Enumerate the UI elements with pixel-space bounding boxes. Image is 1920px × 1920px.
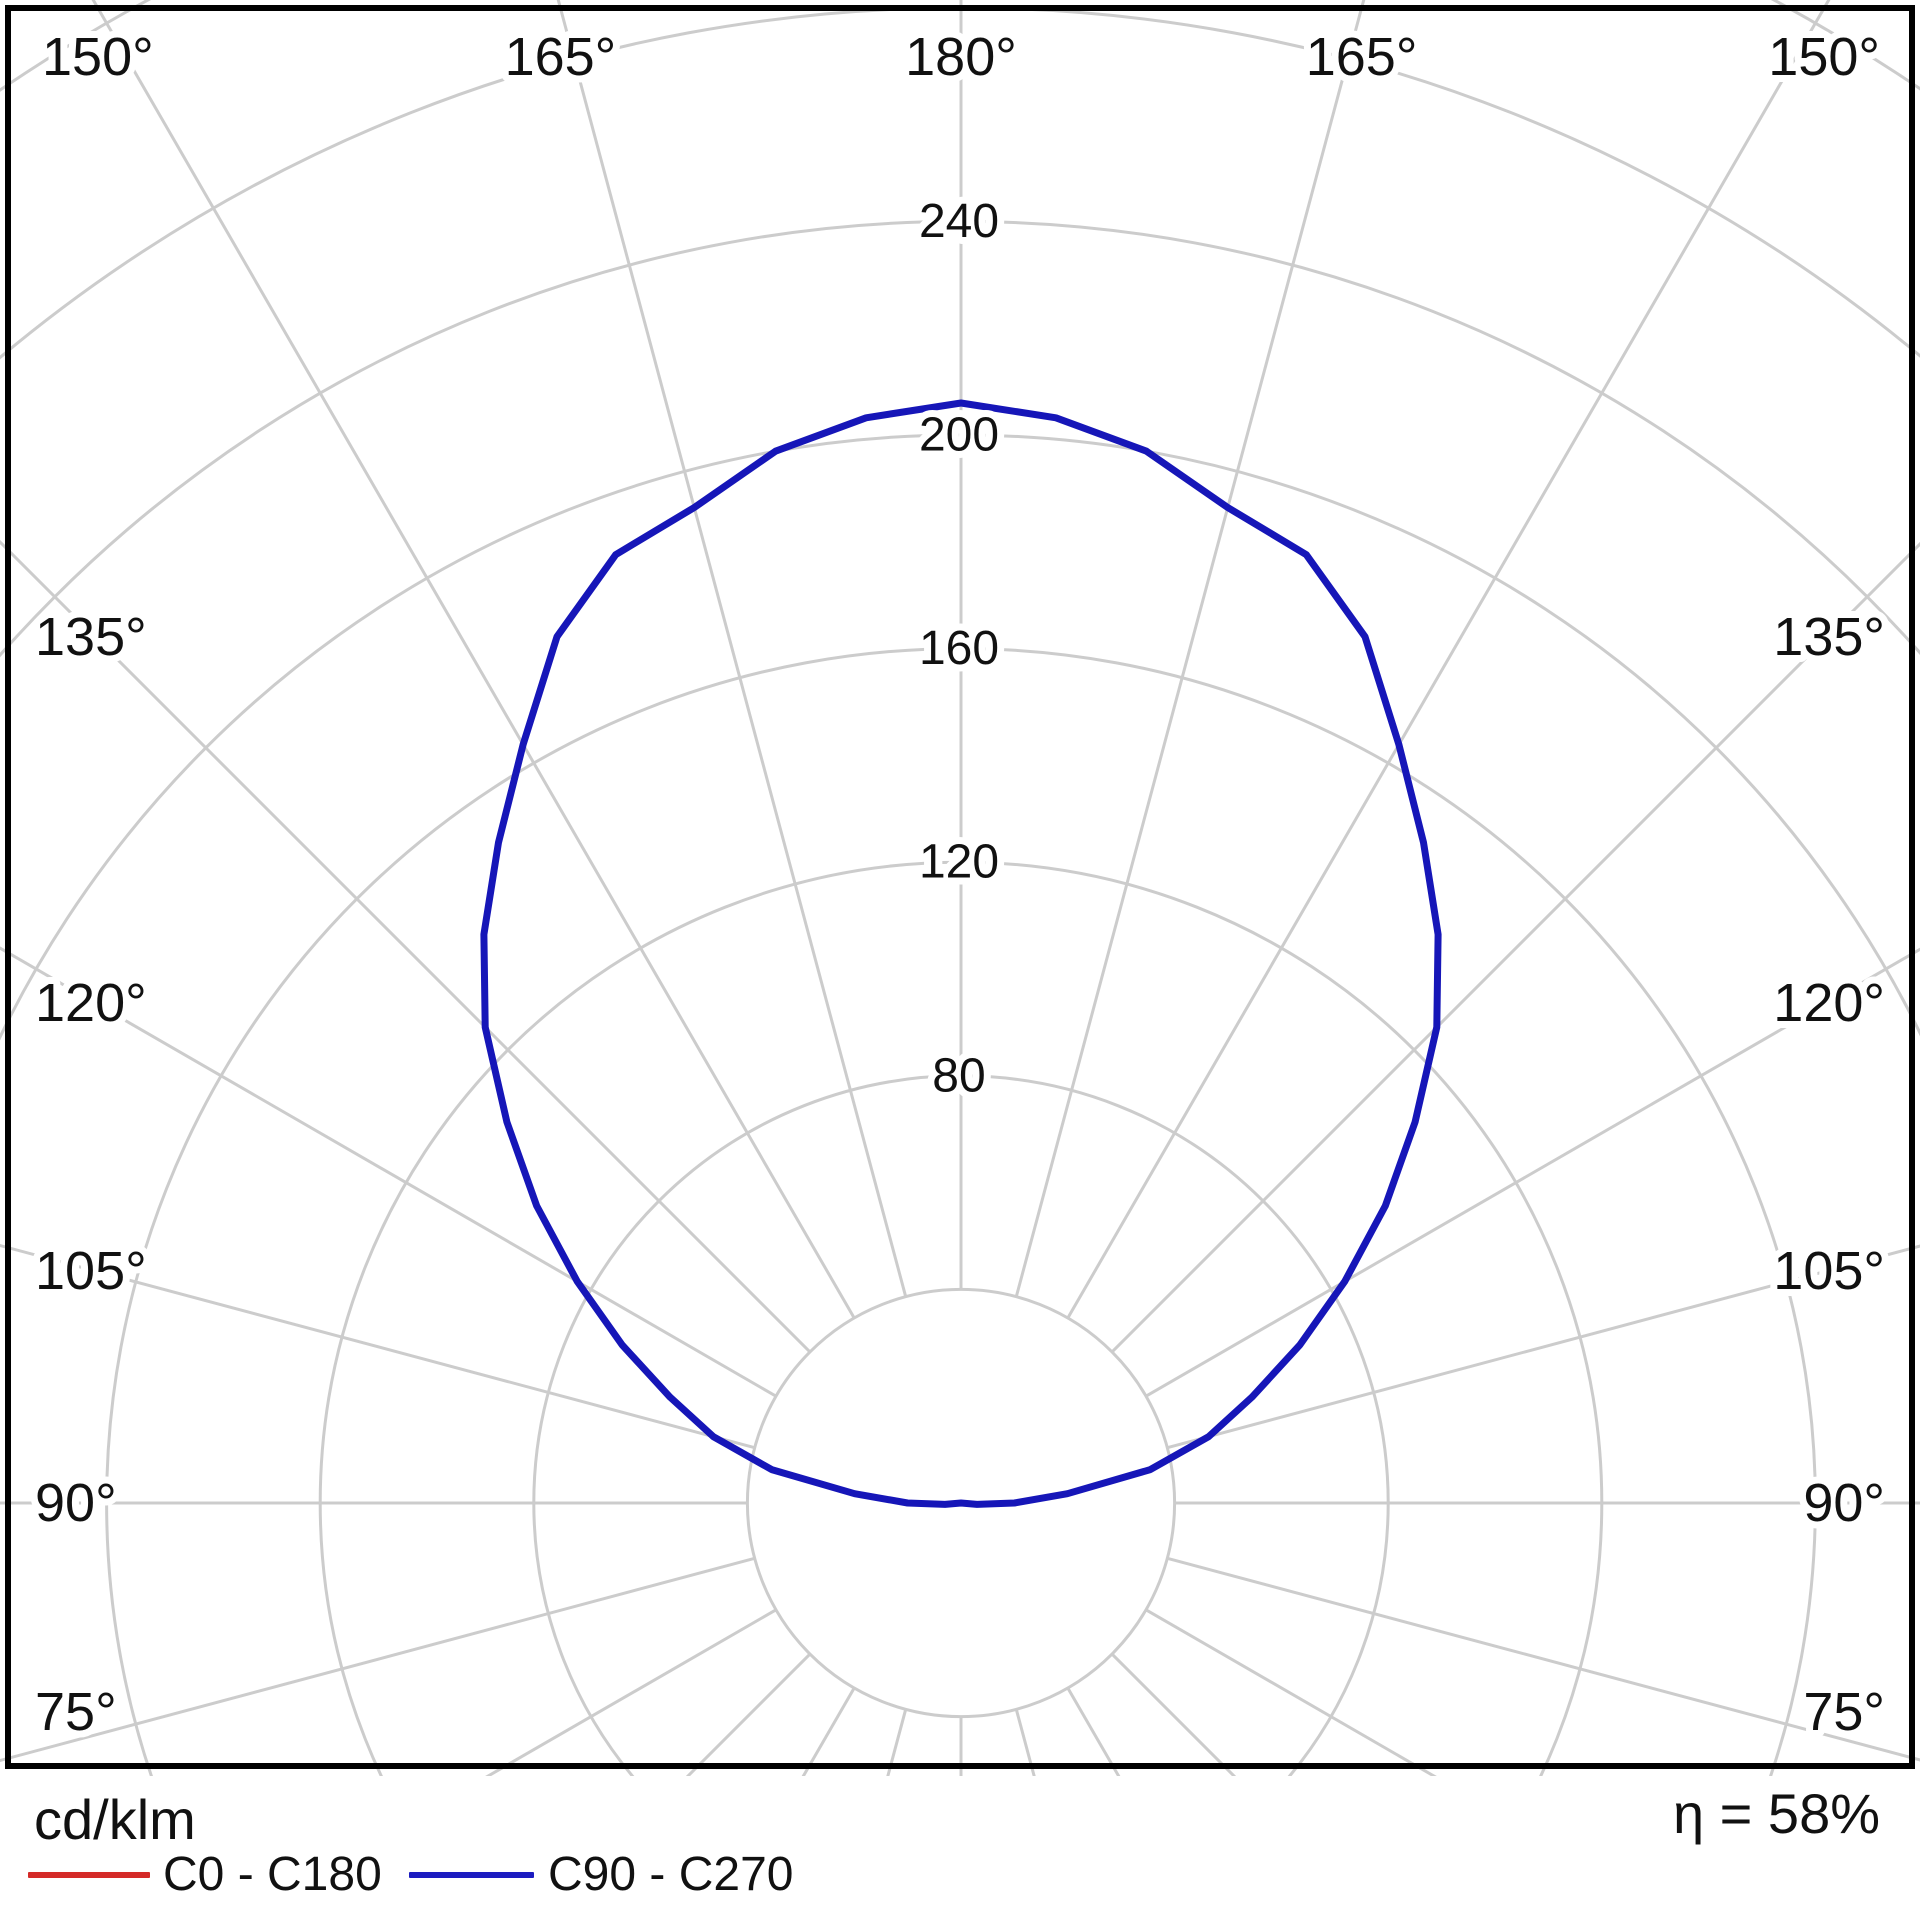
angle-label-top-150: 150° [1768,27,1880,87]
angle-label-right-90: 90° [1803,1473,1885,1533]
angle-label-right-120: 120° [1773,973,1885,1033]
radial-tick-80: 80 [932,1049,985,1102]
polar-plot-canvas: 150° 165° 180° 165° 150° 135° 135° 120° 120° 105°… [0,0,1920,1776]
legend-line-c0-c180 [28,1872,150,1878]
efficiency-label: η = 58% [1672,1782,1880,1845]
angle-label-top-150: 150° [42,27,154,87]
legend-label-c90-c270: C90 - C270 [548,1848,794,1901]
radial-tick-120: 120 [919,836,999,889]
angle-label-right-105: 105° [1773,1241,1885,1301]
legend-label-c0-c180: C0 - C180 [163,1848,382,1901]
angle-label-left-75: 75° [35,1682,117,1742]
legend-line-c90-c270 [409,1872,534,1878]
radial-tick-160: 160 [919,622,999,675]
angle-label-top-165: 165° [505,27,617,87]
angle-label-right-135: 135° [1773,607,1885,667]
angle-label-left-120: 120° [35,973,147,1033]
angle-label-left-90: 90° [35,1473,117,1533]
radial-tick-240: 240 [919,195,999,248]
unit-label: cd/klm [34,1788,196,1851]
radial-tick-200: 200 [919,409,999,462]
angle-label-right-75: 75° [1803,1682,1885,1742]
angle-label-left-135: 135° [35,607,147,667]
angle-label-top-165: 165° [1306,27,1418,87]
angle-label-left-105: 105° [35,1241,147,1301]
angle-label-top-180: 180° [905,27,1017,87]
